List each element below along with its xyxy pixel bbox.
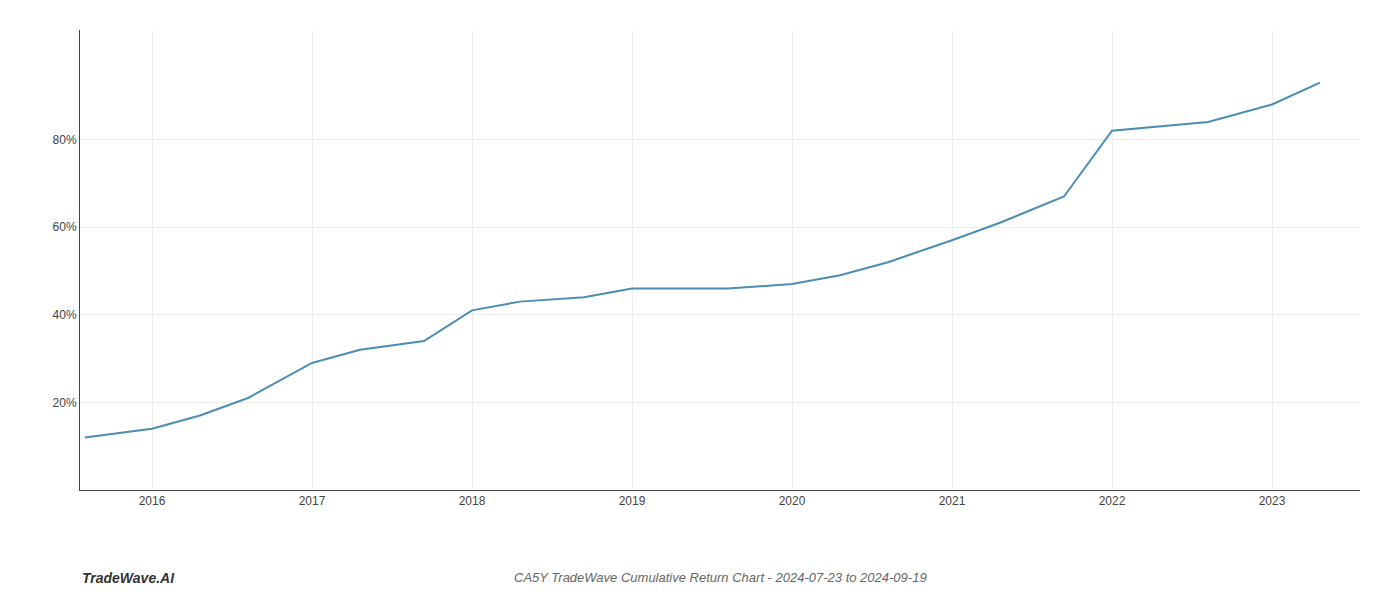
svg-text:2022: 2022 (1099, 494, 1126, 508)
svg-text:40%: 40% (53, 308, 77, 322)
svg-text:2020: 2020 (779, 494, 806, 508)
svg-text:2021: 2021 (939, 494, 966, 508)
svg-text:2018: 2018 (459, 494, 486, 508)
svg-text:CA5Y TradeWave Cumulative Retu: CA5Y TradeWave Cumulative Return Chart -… (514, 570, 927, 585)
svg-text:20%: 20% (53, 396, 77, 410)
svg-text:TradeWave.AI: TradeWave.AI (82, 570, 175, 586)
svg-text:80%: 80% (53, 133, 77, 147)
svg-text:2023: 2023 (1259, 494, 1286, 508)
svg-text:2019: 2019 (619, 494, 646, 508)
svg-text:2016: 2016 (139, 494, 166, 508)
svg-text:60%: 60% (53, 220, 77, 234)
svg-text:2017: 2017 (299, 494, 326, 508)
